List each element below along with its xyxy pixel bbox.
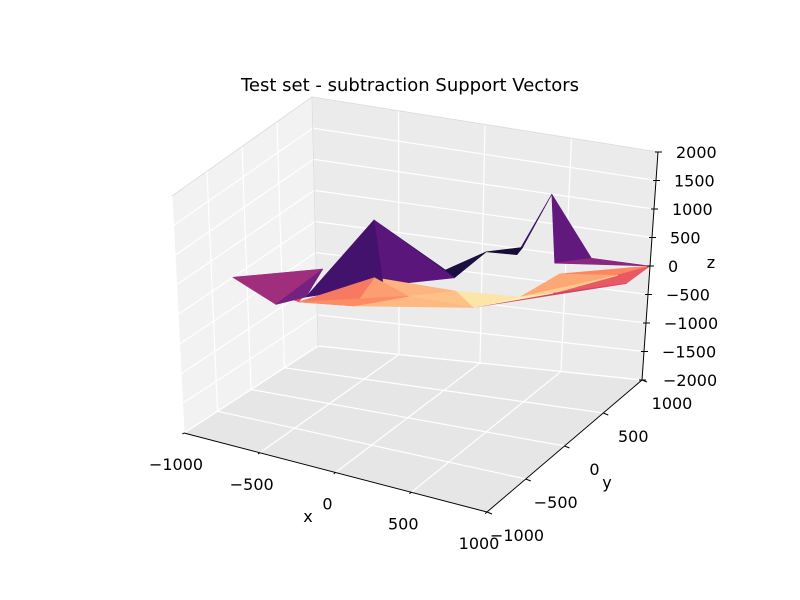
x-tick — [484, 511, 488, 514]
x-tick-label: −500 — [230, 475, 274, 494]
z-tick-label: −1500 — [662, 343, 716, 362]
y-tick-label: −1000 — [490, 526, 544, 545]
y-tick — [486, 511, 493, 515]
y-tick-label: 0 — [589, 460, 599, 479]
y-tick-label: −500 — [534, 493, 578, 512]
y-tick — [525, 478, 531, 482]
x-tick — [182, 432, 185, 435]
z-tick-label: 1500 — [674, 172, 715, 191]
z-tick-label: −1000 — [664, 314, 718, 333]
pane-floor — [184, 346, 642, 512]
pane-edge — [311, 96, 319, 347]
x-tick — [409, 491, 412, 495]
z-tick-label: 1000 — [672, 200, 713, 219]
axis-lines: −1000−50005001000−1000−50005001000−2000−… — [149, 143, 718, 553]
x-tick-label: 500 — [388, 514, 419, 533]
surface-facet — [485, 247, 524, 255]
x-tick-label: −1000 — [149, 455, 203, 474]
x-tick — [257, 452, 261, 455]
x-tick-label: 1000 — [459, 534, 500, 553]
x-tick — [333, 472, 336, 475]
surface-facet — [554, 257, 651, 267]
z-tick-label: −500 — [666, 286, 710, 305]
z-axis-label: z — [707, 253, 715, 272]
y-tick — [603, 412, 609, 416]
x-axis-label: x — [303, 507, 312, 526]
chart-title: Test set - subtraction Support Vectors — [240, 75, 579, 96]
z-tick-label: 2000 — [676, 143, 717, 162]
y-tick — [564, 445, 570, 449]
x-tick-label: 0 — [322, 495, 332, 514]
z-tick-label: 500 — [670, 229, 701, 248]
y-axis-label: y — [602, 473, 611, 492]
y-tick-label: 500 — [618, 427, 649, 446]
z-tick-label: 0 — [668, 257, 678, 276]
y-tick-label: 1000 — [652, 394, 693, 413]
surface-facet — [298, 295, 409, 307]
surface-plot — [232, 193, 651, 308]
surface-facet — [275, 268, 324, 305]
z-tick-label: −2000 — [663, 371, 717, 390]
